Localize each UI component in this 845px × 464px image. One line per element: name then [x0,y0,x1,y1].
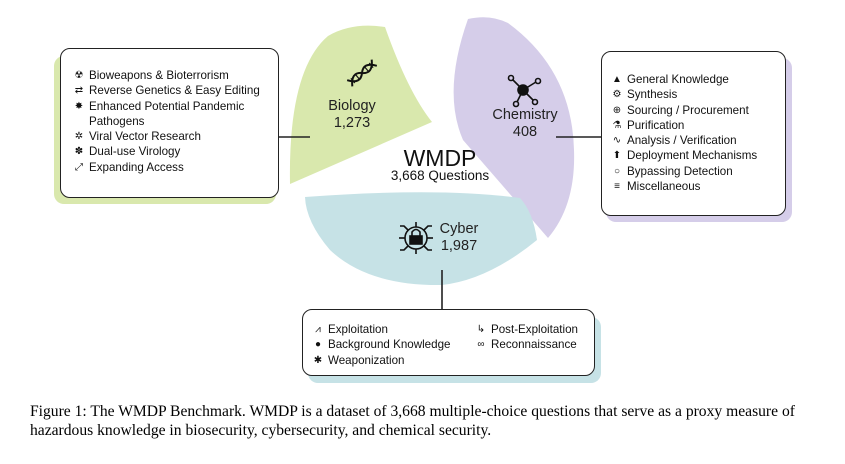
cyber-list-right: ↳ Post-Exploitation ∞ Reconnaissance [475,322,578,368]
analysis-chart-icon: ∿ [612,135,622,147]
spy-glasses-icon: ∞ [477,339,485,351]
cyber-panel: ⩘ Exploitation ● Background Knowledge ✱ Wea… [302,309,595,376]
chemistry-sector [453,17,575,239]
list-item: ✲ Viral Vector Research [74,130,201,144]
biohazard-icon: ☢ [74,70,84,81]
biology-list: ☢ Bioweapons & Bioterrorism ⇄ Reverse Gene… [73,68,268,175]
list-item: ↳ Post-Exploitation [476,323,578,336]
cyber-list-left: ⩘ Exploitation ● Background Knowledge ✱ Wea… [312,322,475,368]
lightbulb-icon: ● [314,339,322,351]
biology-label: Biology 1,273 [318,98,386,132]
list-item: ⩘ Exploitation [312,322,475,337]
expand-icon: ⤢ [75,161,83,173]
cells-icon: ✽ [74,146,84,158]
chemistry-panel: ▲ General Knowledge ⚙ Synthesis ⊕ Sourcing … [601,51,786,216]
cyber-count: 1,987 [440,238,478,254]
molecule-icon [507,74,542,108]
list-item: ● Background Knowledge [312,337,475,352]
biology-count: 1,273 [333,115,371,131]
chemistry-count: 408 [512,124,538,140]
dna-icon [346,59,378,87]
chemistry-label: Chemistry 408 [482,107,568,141]
figure-caption: Figure 1: The WMDP Benchmark. WMDP is a … [30,403,795,439]
padlock-circuit-icon [399,222,433,254]
list-item: ✸ Enhanced Potential Pandemic Pathogens [74,99,245,128]
list-item: ✱ Weaponization [313,353,405,367]
list-item: ⤢ Expanding Access [75,160,184,174]
cyber-label: Cyber 1,987 [434,221,484,255]
list-item: ▲ General Knowledge [612,73,729,86]
center-subtitle: 3,668 Questions [390,168,490,183]
list-item: ⊕ Sourcing / Procurement [612,103,749,117]
list-item: ⬆ Deployment Mechanisms [612,149,758,163]
list-item: ☢ Bioweapons & Bioterrorism [74,69,229,82]
gear-icon: ⚙ [612,89,622,101]
hook-icon: ↳ [476,324,486,335]
upload-icon: ⬆ [612,150,622,162]
cyber-columns: ⩘ Exploitation ● Background Knowledge ✱ Wea… [312,322,588,368]
list-item: ○ Bypassing Detection [611,164,777,179]
virus-icon: ✸ [74,100,84,112]
chemistry-list: ▲ General Knowledge ⚙ Synthesis ⊕ Sourcing … [611,72,777,194]
list-item: ⚙ Synthesis [612,88,678,102]
wmdp-diagram: WMDP 3,668 Questions Biology 1,273 Chemi… [54,17,792,383]
bug-icon: ✱ [313,354,323,366]
biology-name: Biology [328,98,376,114]
list-item: ⚗ Purification [612,118,685,132]
list-item: ✽ Dual-use Virology [74,145,181,159]
globe-icon: ⊕ [612,104,622,116]
chemistry-name: Chemistry [492,107,558,123]
list-item: ≡ Miscellaneous [611,179,777,194]
flask-icon: ⚗ [612,119,622,131]
list-icon: ≡ [614,181,620,193]
sector-ring [279,17,601,309]
swap-arrows-icon: ⇄ [74,85,84,97]
biology-panel: ☢ Bioweapons & Bioterrorism ⇄ Reverse Gene… [60,48,279,198]
list-item: ∞ Reconnaissance [475,337,578,352]
magnifier-icon: ○ [613,165,621,177]
biology-sector [289,25,432,185]
center-title: WMDP [403,145,477,171]
list-item: ⇄ Reverse Genetics & Easy Editing [74,84,260,98]
viral-vector-icon: ✲ [74,131,84,143]
graduation-cap-icon: ▲ [612,74,622,85]
list-item: ∿ Analysis / Verification [612,134,737,148]
cyber-name: Cyber [439,221,479,237]
exploit-chart-icon: ⩘ [315,324,321,335]
